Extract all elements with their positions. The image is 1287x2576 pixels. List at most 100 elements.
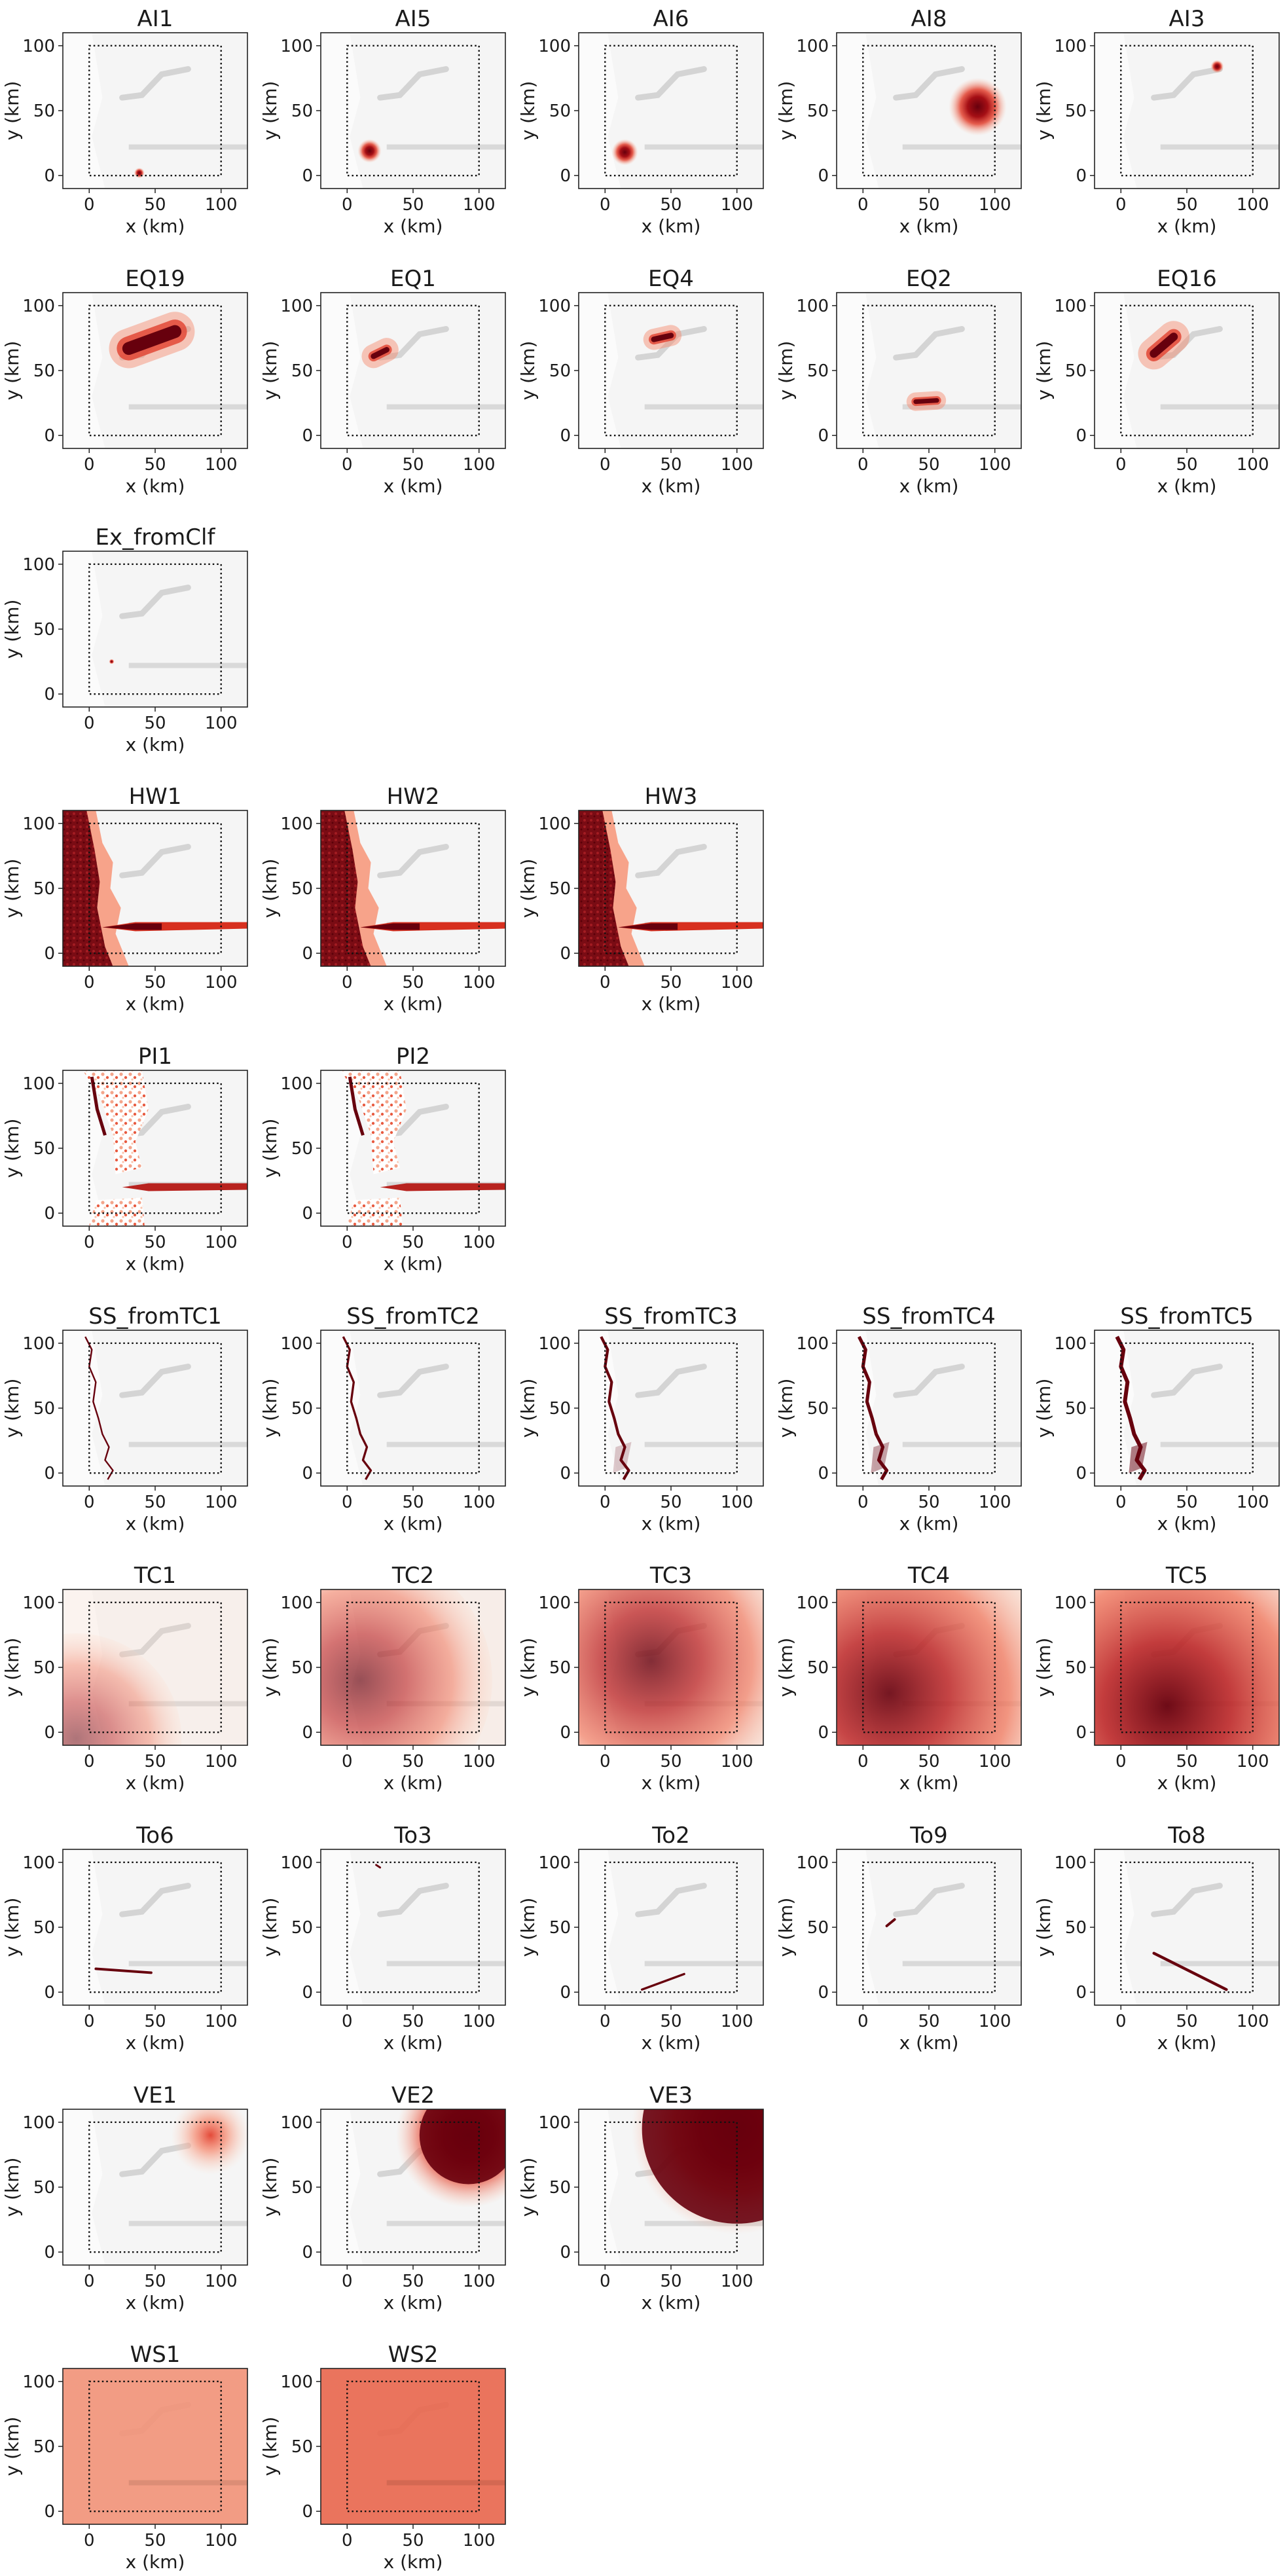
panel-title: To6	[136, 1823, 173, 1849]
y-axis-label: y (km)	[1033, 81, 1055, 141]
x-tick-label: 50	[918, 2012, 939, 2031]
y-tick-label: 100	[22, 1074, 55, 1094]
hazard-core	[419, 2109, 505, 2185]
panel-eq16: 0 50 100 0 50 100 EQ16 x (km) y (km)	[1033, 266, 1280, 497]
y-tick-label: 100	[22, 814, 55, 834]
panel-title: WS2	[388, 2342, 439, 2368]
x-tick-label: 50	[1176, 195, 1197, 215]
panel-title: VE2	[391, 2082, 435, 2109]
y-tick-label: 50	[33, 361, 55, 381]
panel-title: EQ19	[125, 266, 185, 292]
channel-feature	[902, 1961, 1021, 1967]
hazard-wind-field	[1095, 1589, 1279, 1745]
sea-area	[579, 1849, 621, 2005]
y-axis-label: y (km)	[517, 859, 539, 918]
y-axis-label: y (km)	[1, 859, 23, 918]
x-tick-label: 0	[342, 2272, 353, 2291]
x-axis-label: x (km)	[126, 2551, 185, 2573]
domain-box	[88, 2380, 222, 2513]
plot-area	[579, 810, 763, 966]
x-tick-label: 100	[463, 2272, 496, 2291]
x-tick-label: 50	[144, 455, 166, 475]
panel-title: AI8	[911, 6, 947, 32]
ridge-feature	[893, 1883, 965, 1917]
hazard-surge-flood	[1129, 1442, 1148, 1474]
panel-title: AI5	[395, 6, 431, 32]
x-axis-label: x (km)	[384, 2032, 443, 2054]
x-axis-label: x (km)	[1157, 1513, 1217, 1534]
hazard-channel	[122, 1183, 247, 1191]
y-tick-label: 0	[560, 944, 571, 964]
hazard-wind-field	[837, 1589, 1021, 1745]
y-tick-label: 100	[22, 297, 55, 316]
ridge-feature	[377, 844, 449, 879]
panel-hw2: 0 50 100 0 50 100 HW2 x (km) y (km)	[259, 784, 506, 1015]
hazard-surge-flood	[613, 1442, 632, 1474]
x-axis-label: x (km)	[899, 475, 959, 497]
channel-feature	[128, 1701, 247, 1707]
domain-box	[346, 1082, 480, 1214]
y-tick-label: 100	[538, 1334, 571, 1354]
x-tick-label: 0	[84, 973, 95, 992]
ridge-feature	[635, 326, 707, 361]
x-tick-label: 0	[84, 2272, 95, 2291]
hazard-channel-core	[618, 923, 678, 930]
x-tick-label: 0	[84, 455, 95, 475]
panel-title: EQ1	[390, 266, 436, 292]
x-tick-label: 100	[979, 195, 1011, 215]
y-axis-label: y (km)	[259, 1898, 281, 1957]
y-axis-label: y (km)	[259, 341, 281, 401]
channel-feature	[1160, 404, 1279, 410]
y-tick-label: 50	[1065, 1399, 1087, 1419]
plot-area	[63, 1849, 247, 2005]
domain-box	[346, 1342, 480, 1474]
x-tick-label: 50	[402, 973, 424, 992]
domain-box	[604, 1601, 738, 1733]
y-axis-label: y (km)	[259, 1638, 281, 1697]
sea-area	[579, 1330, 621, 1486]
hazard-surge-flood	[871, 1442, 890, 1474]
y-tick-label: 100	[280, 1593, 313, 1613]
x-tick-label: 0	[84, 195, 95, 215]
plot-area	[1095, 33, 1279, 189]
y-tick-label: 100	[280, 297, 313, 316]
x-axis-label: x (km)	[384, 1513, 443, 1534]
plot-area	[63, 1589, 247, 1745]
x-tick-label: 0	[342, 1493, 353, 1512]
ridge-feature	[893, 326, 965, 361]
hazard-channel-core	[360, 923, 420, 930]
hazard-core-zone	[579, 810, 629, 966]
sea-area	[1095, 1849, 1137, 2005]
x-tick-label: 0	[342, 455, 353, 475]
channel-feature	[644, 144, 763, 150]
y-tick-label: 0	[302, 426, 313, 446]
y-tick-label: 50	[33, 1918, 55, 1938]
x-tick-label: 0	[84, 1233, 95, 1252]
hazard-wind-field	[63, 1633, 182, 1745]
y-tick-label: 50	[807, 1399, 829, 1419]
domain-box	[88, 2121, 222, 2253]
y-tick-label: 50	[549, 1918, 571, 1938]
y-tick-label: 50	[807, 1658, 829, 1678]
x-tick-label: 50	[144, 2272, 166, 2291]
y-tick-label: 0	[44, 944, 55, 964]
panel-title: TC5	[1165, 1563, 1208, 1589]
y-tick-label: 0	[1076, 426, 1087, 446]
x-tick-label: 0	[342, 195, 353, 215]
hazard-tornado-track	[1152, 1951, 1228, 1991]
x-axis-label: x (km)	[642, 475, 701, 497]
x-tick-label: 50	[660, 455, 681, 475]
channel-feature	[128, 1961, 247, 1967]
x-tick-label: 100	[979, 2012, 1011, 2031]
plot-area	[321, 810, 505, 966]
panel-title: PI2	[396, 1043, 430, 1070]
y-axis-label: y (km)	[775, 81, 797, 141]
y-tick-label: 100	[280, 1334, 313, 1354]
x-tick-label: 100	[721, 455, 753, 475]
y-tick-label: 50	[33, 620, 55, 640]
sea-area	[1095, 33, 1137, 189]
hazard-rupture	[1150, 333, 1178, 358]
